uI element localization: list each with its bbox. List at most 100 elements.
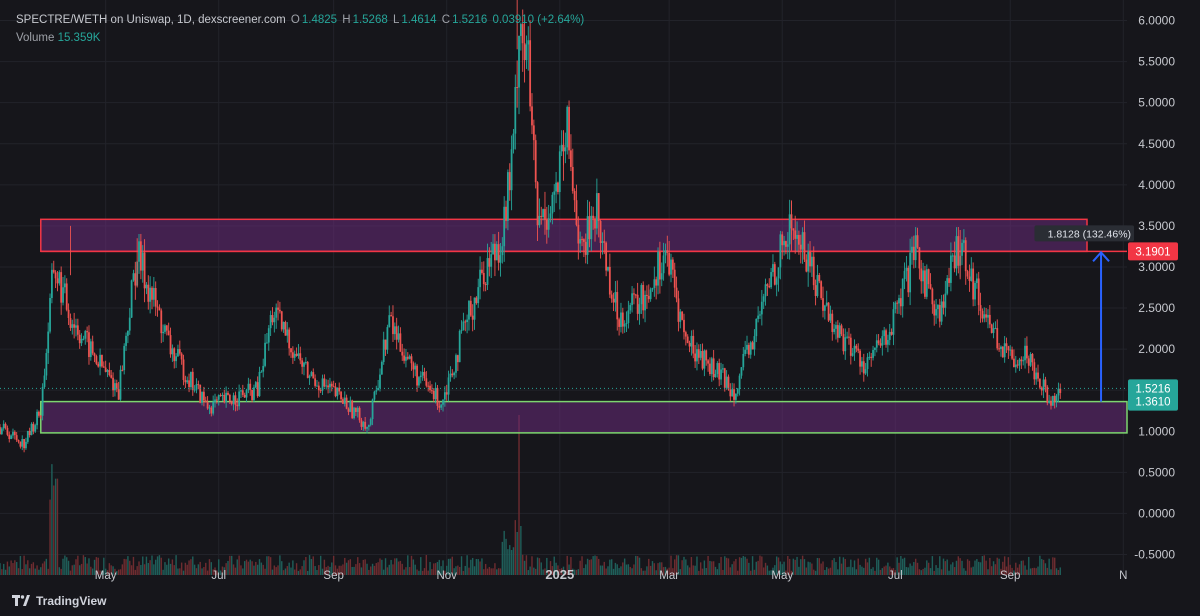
candle-body: [451, 373, 454, 376]
volume-bar: [295, 563, 298, 575]
volume-bar: [690, 557, 693, 575]
candle-body: [191, 371, 194, 390]
volume-bar: [484, 563, 487, 575]
volume-bar: [255, 561, 257, 575]
volume-bar: [777, 557, 780, 575]
candle-body: [864, 369, 867, 374]
candle-body: [128, 317, 131, 331]
candle-body: [957, 236, 960, 266]
candle-body: [766, 284, 769, 286]
volume-bar: [948, 570, 950, 575]
volume-bar: [555, 562, 557, 575]
candle-body: [610, 294, 613, 299]
volume-bar: [944, 561, 947, 575]
volume-bar: [900, 556, 902, 575]
candle-body: [972, 268, 975, 300]
candle-body: [104, 367, 107, 372]
candle-body: [154, 288, 157, 307]
candle-body: [844, 337, 847, 352]
volume-bar: [686, 565, 689, 575]
candle-body: [353, 407, 355, 419]
candle-body: [733, 389, 735, 400]
volume-bar: [436, 561, 439, 575]
volume-bar: [1002, 561, 1004, 575]
volume-bar: [357, 557, 359, 575]
volume-bar: [143, 564, 146, 575]
candle-body: [390, 315, 393, 317]
volume-bar: [662, 567, 665, 575]
candle-body: [907, 267, 910, 293]
volume-bars: [0, 415, 1061, 575]
candle-body: [671, 259, 674, 270]
candle-body: [836, 325, 839, 338]
volume-bar: [724, 556, 726, 575]
volume-bar: [544, 568, 546, 575]
candle-body: [95, 356, 98, 364]
volume-bar: [403, 569, 405, 575]
volume-bar: [460, 556, 463, 575]
candle-body: [499, 255, 502, 263]
candle-body: [692, 335, 695, 354]
volume-bar: [405, 567, 407, 575]
volume-bar: [492, 568, 494, 575]
candle-body: [456, 355, 459, 363]
candle-body: [977, 278, 980, 306]
candle-body: [12, 431, 14, 436]
volume-bar: [907, 567, 909, 575]
volume-bar: [927, 562, 930, 575]
open-value: 1.4825: [301, 14, 338, 26]
volume-bar: [462, 570, 465, 575]
volume-bar: [275, 567, 277, 575]
candle-body: [254, 382, 257, 388]
candle-body: [964, 240, 967, 272]
volume-bar: [1054, 557, 1056, 575]
volume-bar: [898, 562, 900, 575]
candle-body: [427, 385, 430, 387]
volume-bar: [874, 570, 876, 575]
volume-bar: [420, 557, 422, 575]
tradingview-logo[interactable]: TradingView: [12, 594, 106, 608]
candle-body: [705, 350, 708, 361]
candle-body: [416, 365, 418, 386]
volume-bar: [362, 559, 365, 575]
candle-body: [406, 356, 409, 359]
volume-bar: [533, 567, 535, 575]
volume-bar: [731, 564, 733, 575]
volume-bar: [1026, 569, 1028, 575]
candle-body: [60, 272, 63, 303]
volume-bar: [433, 563, 435, 575]
volume-bar: [534, 568, 537, 575]
candle-body: [321, 378, 324, 391]
candle-body: [690, 335, 693, 347]
candle-body: [1040, 387, 1043, 391]
candle-body: [929, 284, 932, 289]
candle-body: [455, 355, 457, 373]
volume-bar: [32, 562, 35, 575]
volume-bar: [475, 558, 478, 575]
volume-bar: [577, 569, 580, 575]
candle-body: [916, 235, 919, 248]
candle-body: [356, 407, 359, 412]
volume-bar: [307, 570, 309, 575]
volume-bar: [1059, 567, 1061, 575]
candles: [0, 0, 1062, 453]
volume-bar: [321, 568, 324, 575]
volume-bar: [36, 565, 38, 575]
candle-body: [269, 315, 272, 329]
volume-bar: [149, 560, 151, 575]
candle-body: [340, 391, 342, 400]
candle-body: [78, 334, 81, 344]
volume-bar: [601, 565, 604, 575]
volume-bar: [866, 562, 869, 575]
candle-body: [709, 363, 711, 375]
candle-body: [312, 372, 315, 379]
candle-body: [807, 251, 810, 272]
volume-bar: [182, 570, 185, 575]
candle-body: [944, 293, 947, 308]
candle-body: [833, 328, 836, 332]
candle-body: [1046, 386, 1049, 403]
candle-body: [621, 312, 624, 327]
candle-body: [99, 354, 101, 367]
volume-bar: [486, 568, 489, 575]
